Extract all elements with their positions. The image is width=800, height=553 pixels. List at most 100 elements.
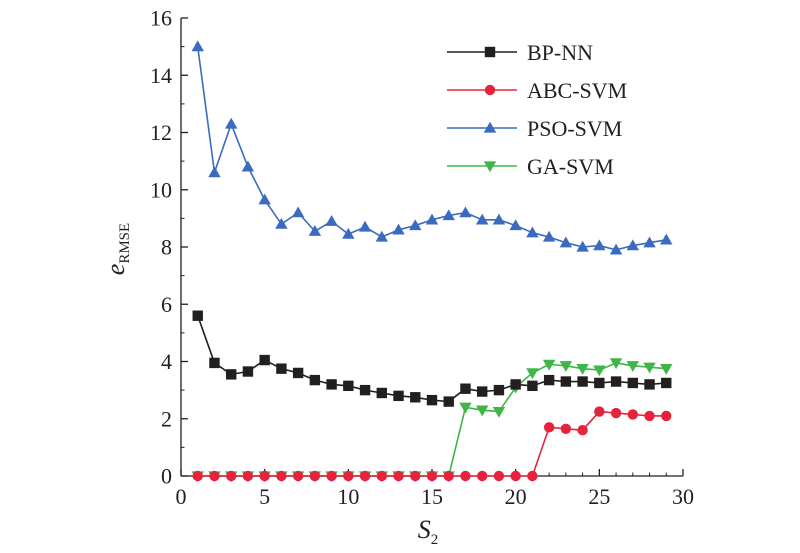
legend: BP-NN ABC-SVM PSO-SVM GA-SVM <box>447 40 627 179</box>
series-abc-svm <box>192 406 672 482</box>
data-point-pso-svm <box>258 193 271 205</box>
data-point-abc-svm <box>527 470 538 482</box>
x-axis-title: S2 <box>418 515 439 548</box>
data-point-bp-nn <box>661 377 672 389</box>
series-line-abc-svm <box>197 410 667 477</box>
data-point-ga-svm <box>593 365 606 377</box>
data-point-ga-svm <box>626 361 639 372</box>
data-point-ga-svm <box>660 364 673 375</box>
y-tick-label: 16 <box>150 6 172 31</box>
y-axis-title-main: e <box>101 264 130 276</box>
y-tick-label: 12 <box>150 120 172 145</box>
y-tick-label: 10 <box>150 177 172 202</box>
y-tick-label: 14 <box>150 63 172 88</box>
data-point-abc-svm <box>426 470 438 482</box>
data-point-abc-svm <box>276 470 287 482</box>
data-point-abc-svm <box>259 470 270 482</box>
legend-marker <box>484 46 496 58</box>
data-point-bp-nn <box>259 354 270 366</box>
y-axis-title-sub: RMSE <box>117 223 133 264</box>
data-point-bp-nn <box>543 374 555 386</box>
y-tick-label: 4 <box>161 349 172 374</box>
legend-entry-pso-svm: PSO-SVM <box>447 116 622 141</box>
data-point-abc-svm <box>209 470 220 482</box>
data-point-pso-svm <box>509 219 522 231</box>
data-point-bp-nn <box>443 396 454 407</box>
data-point-abc-svm <box>242 470 254 482</box>
data-point-abc-svm <box>493 470 505 482</box>
data-point-bp-nn <box>460 383 471 394</box>
y-tick-label: 8 <box>161 235 172 260</box>
data-point-bp-nn <box>644 379 655 390</box>
data-point-pso-svm <box>559 236 573 248</box>
data-point-bp-nn <box>560 376 572 387</box>
data-point-bp-nn <box>627 377 638 389</box>
data-point-pso-svm <box>392 223 405 235</box>
data-point-bp-nn <box>477 386 488 397</box>
data-point-bp-nn <box>426 394 438 406</box>
data-point-bp-nn <box>594 377 605 389</box>
data-point-bp-nn <box>510 379 521 390</box>
data-point-pso-svm <box>208 166 221 178</box>
data-point-pso-svm <box>308 225 322 236</box>
data-point-pso-svm <box>191 40 204 52</box>
y-tick-label: 0 <box>161 464 172 489</box>
data-point-abc-svm <box>543 422 555 433</box>
data-point-abc-svm <box>192 470 203 482</box>
data-point-pso-svm <box>225 117 238 129</box>
data-point-abc-svm <box>443 470 454 482</box>
data-point-abc-svm <box>510 470 521 482</box>
data-point-abc-svm <box>292 470 304 482</box>
data-point-ga-svm <box>542 359 556 371</box>
data-point-abc-svm <box>610 407 622 419</box>
data-point-bp-nn <box>292 367 304 379</box>
data-point-bp-nn <box>309 374 321 386</box>
data-point-bp-nn <box>226 369 237 380</box>
legend-label: PSO-SVM <box>527 116 622 141</box>
data-point-pso-svm <box>241 160 255 172</box>
data-point-ga-svm <box>476 405 489 417</box>
data-point-pso-svm <box>342 227 355 239</box>
data-point-abc-svm <box>343 470 354 482</box>
x-tick-label: 25 <box>588 484 610 509</box>
data-point-abc-svm <box>393 470 404 482</box>
data-point-abc-svm <box>359 470 371 482</box>
y-axis-title: eRMSE <box>101 223 133 275</box>
data-point-abc-svm <box>410 470 421 482</box>
data-point-pso-svm <box>442 209 455 221</box>
data-point-bp-nn <box>610 376 622 387</box>
x-tick-label: 30 <box>672 484 694 509</box>
series-ga-svm <box>191 358 673 483</box>
data-point-pso-svm <box>526 226 539 238</box>
data-point-bp-nn <box>527 380 538 392</box>
data-point-ga-svm <box>492 406 506 418</box>
data-point-bp-nn <box>577 376 588 387</box>
data-point-abc-svm <box>326 470 337 482</box>
legend-marker <box>483 161 497 173</box>
data-point-abc-svm <box>644 410 655 422</box>
data-point-ga-svm <box>609 358 623 370</box>
data-point-pso-svm <box>576 240 589 252</box>
x-tick-label: 0 <box>176 484 187 509</box>
x-axis-title-sub: 2 <box>431 532 439 548</box>
y-axis-ticks: 0 2 4 6 8 10 12 14 16 <box>150 6 188 489</box>
data-point-pso-svm <box>660 233 673 245</box>
series-layer <box>191 40 673 483</box>
data-point-pso-svm <box>459 206 472 218</box>
y-tick-label: 2 <box>161 406 172 431</box>
data-point-abc-svm <box>477 470 488 482</box>
data-point-pso-svm <box>275 217 288 229</box>
legend-entry-ga-svm: GA-SVM <box>447 154 614 179</box>
legend-label: ABC-SVM <box>527 78 627 103</box>
data-point-pso-svm <box>409 219 422 231</box>
data-point-bp-nn <box>343 380 354 392</box>
data-point-pso-svm <box>325 215 338 226</box>
x-tick-label: 20 <box>505 484 527 509</box>
x-tick-label: 15 <box>421 484 443 509</box>
x-axis-title-main: S <box>418 515 431 544</box>
data-point-bp-nn <box>242 366 254 377</box>
data-point-pso-svm <box>492 213 506 225</box>
data-point-abc-svm <box>627 409 638 420</box>
data-point-bp-nn <box>192 310 203 321</box>
